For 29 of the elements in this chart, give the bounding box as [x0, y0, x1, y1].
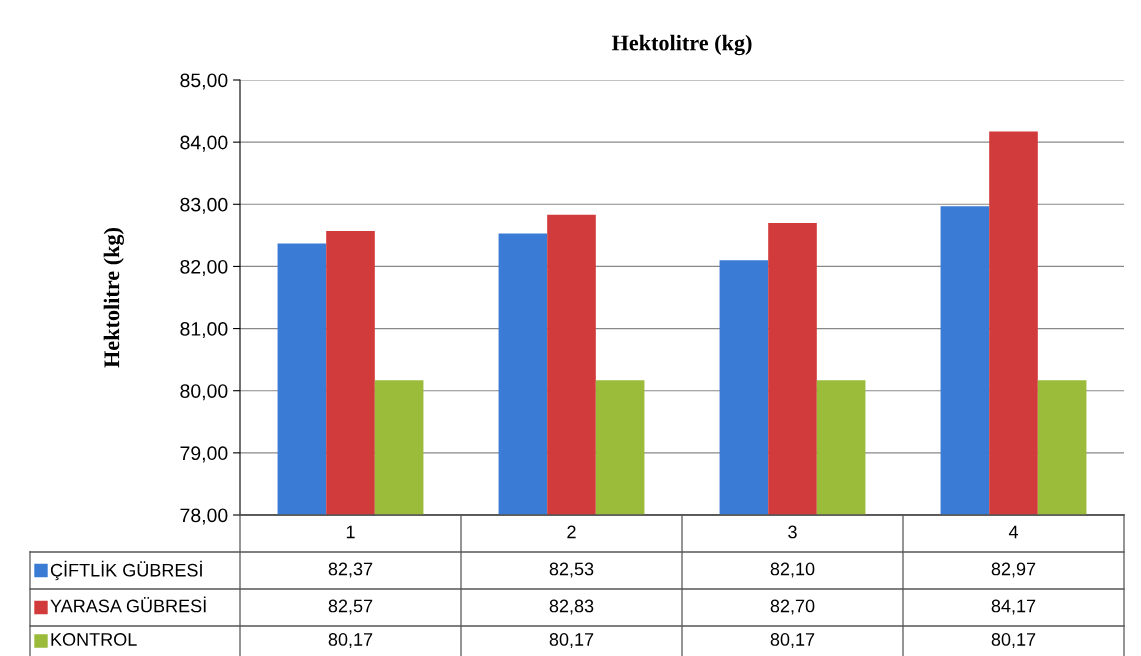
legend-label: YARASA GÜBRESİ [50, 596, 206, 613]
y-tick-label: 79,00 [180, 446, 228, 463]
x-tick-label: 4 [1008, 525, 1018, 539]
x-tick-label: 1 [346, 525, 355, 539]
x-tick-label: 3 [788, 525, 797, 539]
legend-label: ÇİFTLİK GÜBRESİ [50, 560, 202, 581]
data-label: 82,97 [991, 562, 1036, 578]
data-label: 82,37 [328, 562, 373, 578]
legend-label: KONTROL [51, 633, 137, 646]
data-label: 80,17 [770, 633, 815, 648]
data-label: 80,17 [328, 633, 373, 648]
data-label: 80,17 [549, 633, 594, 648]
data-label: 84,17 [991, 599, 1036, 615]
y-tick-label: 80,00 [180, 384, 228, 401]
y-tick-label: 78,00 [180, 508, 228, 525]
data-label: 82,10 [770, 562, 815, 578]
y-axis-title: Hektolitre (kg) [103, 228, 124, 368]
data-label: 82,83 [549, 599, 594, 615]
y-tick-label: 82,00 [180, 259, 228, 276]
data-label: 80,17 [991, 633, 1036, 648]
data-label: 82,57 [328, 599, 373, 615]
y-tick-label: 81,00 [180, 322, 228, 339]
data-label: 82,70 [770, 599, 815, 615]
y-tick-label: 83,00 [180, 197, 228, 214]
y-tick-label: 84,00 [180, 135, 228, 152]
data-label: 82,53 [549, 562, 594, 578]
chart-title: Hektolitre (kg) [611, 34, 752, 56]
y-tick-label: 85,00 [180, 73, 228, 90]
x-tick-label: 2 [567, 525, 576, 539]
